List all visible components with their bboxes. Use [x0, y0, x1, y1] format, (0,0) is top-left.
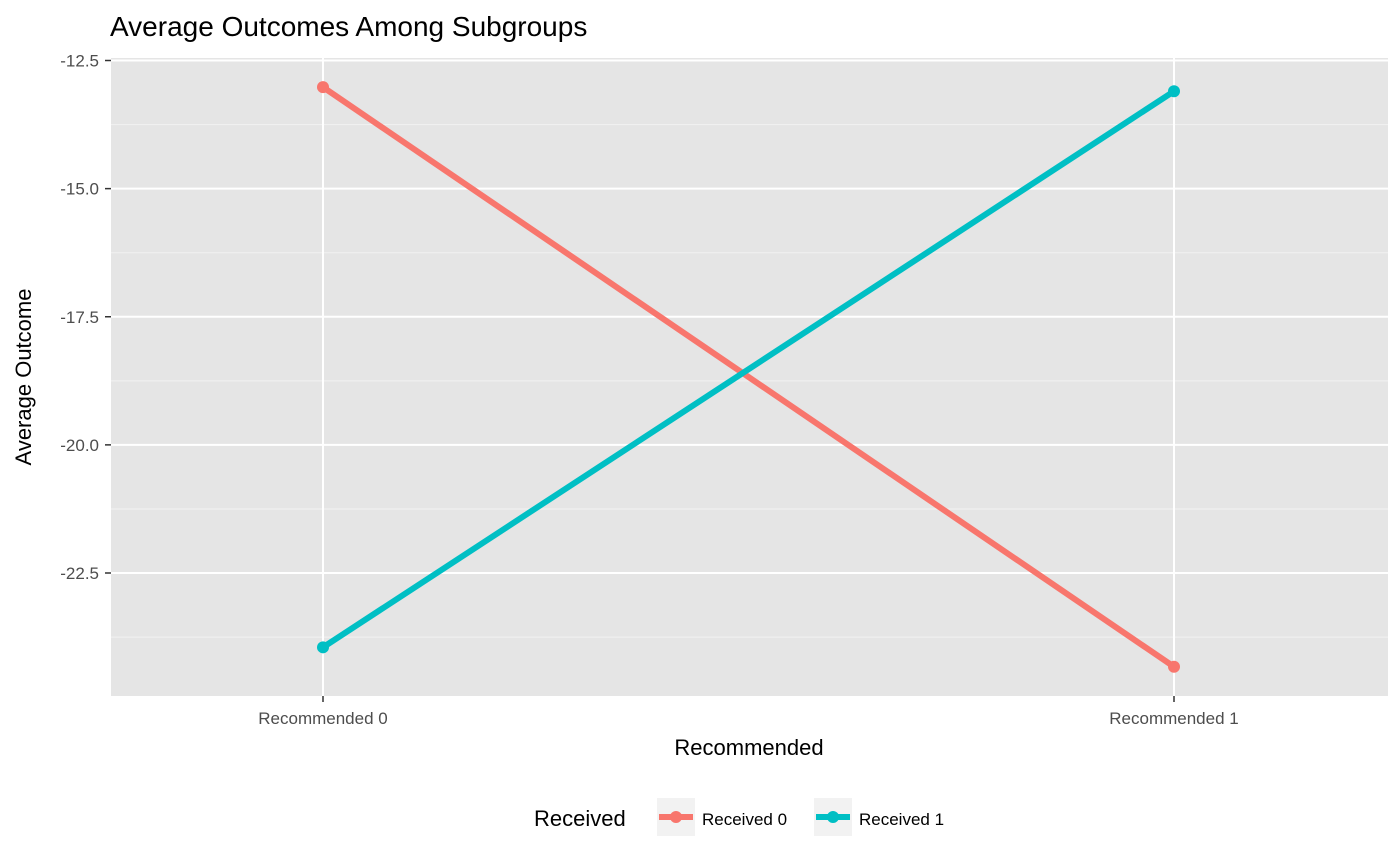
y-axis-title: Average Outcome — [11, 289, 36, 466]
x-axis: Recommended 0 Recommended 1 — [258, 696, 1239, 728]
legend-label: Received 1 — [859, 810, 944, 829]
y-tick-label: -22.5 — [60, 564, 99, 583]
x-tick-label: Recommended 0 — [258, 709, 387, 728]
data-point — [1168, 660, 1180, 673]
legend-key-point — [827, 811, 839, 823]
y-tick-label: -15.0 — [60, 180, 99, 199]
legend-key-point — [670, 811, 682, 823]
chart-title: Average Outcomes Among Subgroups — [110, 11, 587, 42]
y-tick-label: -20.0 — [60, 436, 99, 455]
y-tick-label: -17.5 — [60, 308, 99, 327]
data-point — [317, 641, 329, 654]
series-line — [321, 84, 1176, 670]
legend-title: Received — [534, 806, 626, 831]
major-gridlines — [111, 58, 1388, 696]
y-axis: -12.5 -15.0 -17.5 -20.0 -22.5 — [60, 52, 111, 583]
data-point — [317, 81, 329, 94]
legend: Received Received 0 Received 1 — [534, 798, 944, 836]
data-point — [1168, 85, 1180, 98]
x-tick-label: Recommended 1 — [1109, 709, 1238, 728]
legend-items: Received 0 Received 1 — [657, 798, 944, 836]
x-axis-title: Recommended — [674, 735, 823, 760]
series-layer — [317, 81, 1180, 673]
series-line — [321, 88, 1176, 650]
y-tick-label: -12.5 — [60, 52, 99, 71]
legend-label: Received 0 — [702, 810, 787, 829]
